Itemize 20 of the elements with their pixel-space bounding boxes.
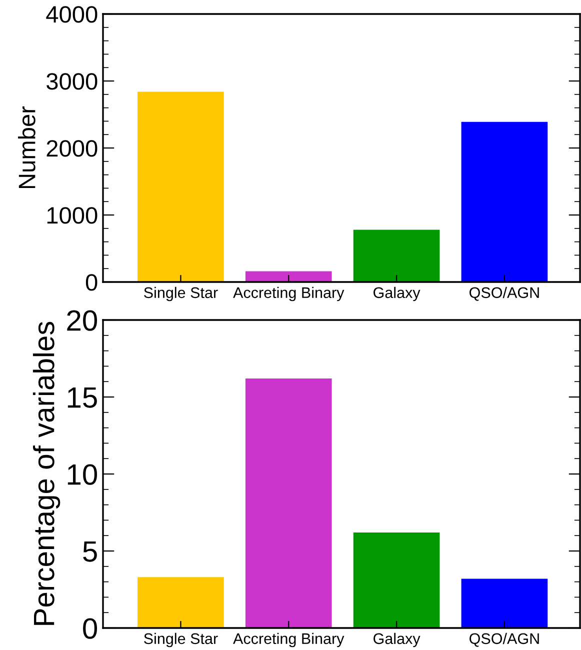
y-tick-label: 4000: [46, 6, 98, 23]
y-tick-label: 10: [68, 464, 97, 485]
x-tick-label: Single Star: [144, 286, 218, 302]
y-tick-label: 0: [83, 618, 97, 639]
x-tick-label: Accreting Binary: [233, 286, 344, 302]
y-tick-label: 0: [86, 274, 98, 291]
y-tick-label: 15: [68, 388, 97, 408]
y-axis-title: Percentage of variables: [32, 322, 60, 625]
x-tick-label: QSO/AGN: [470, 632, 539, 647]
x-tick-label: Accreting Binary: [233, 632, 344, 648]
x-tick-label: Galaxy: [374, 632, 420, 648]
x-tick-label: Galaxy: [374, 286, 420, 302]
y-axis-title: Number: [18, 106, 36, 188]
y-tick-label: 2000: [46, 140, 98, 157]
x-tick-label: QSO/AGN: [470, 286, 539, 301]
y-tick-label: 3000: [46, 73, 98, 90]
x-tick-label: Single Star: [144, 632, 218, 648]
y-tick-label: 5: [83, 542, 97, 562]
y-tick-label: 1000: [47, 207, 98, 224]
y-tick-label: 20: [67, 310, 97, 331]
